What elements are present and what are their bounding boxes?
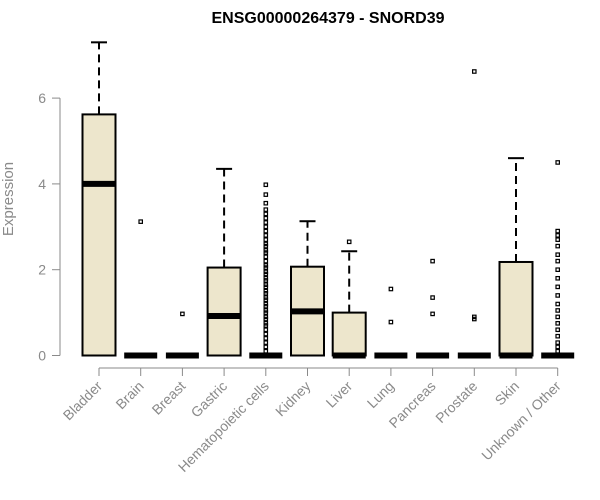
outlier-point: [555, 237, 561, 242]
outlier-point: [555, 258, 561, 264]
outlier-point: [263, 192, 269, 197]
outlier-point: [263, 207, 269, 212]
outlier-point: [263, 327, 269, 333]
outlier-point: [430, 295, 435, 300]
box-liver: [331, 239, 367, 359]
outlier-point: [346, 239, 352, 245]
outlier-point: [138, 219, 144, 224]
box-brain: [124, 219, 158, 359]
outlier-point: [263, 321, 269, 326]
outlier-point: [555, 284, 561, 290]
chart-title: ENSG00000264379 - SNORD39: [211, 10, 444, 27]
boxes: [81, 41, 575, 359]
outlier-point: [263, 215, 269, 221]
outlier-point: [263, 336, 269, 341]
outlier-point: [555, 340, 561, 345]
outlier-point: [555, 301, 561, 307]
iqr-box: [498, 260, 534, 357]
outlier-point: [263, 314, 269, 320]
outlier-point: [472, 69, 477, 74]
outlier-point: [263, 248, 269, 253]
y-axis-label: Expression: [0, 162, 17, 236]
outlier-point: [555, 293, 561, 298]
outlier-point: [263, 258, 269, 264]
outlier-point: [555, 308, 561, 313]
box-hematopoietic-cells: [249, 182, 283, 359]
outlier-point: [263, 237, 269, 242]
iqr-box: [206, 266, 242, 357]
box-bladder: [81, 41, 117, 357]
outlier-point: [430, 258, 435, 264]
outlier-point: [263, 275, 269, 281]
outlier-point: [263, 282, 269, 288]
box-pancreas: [416, 258, 450, 359]
outlier-point: [263, 233, 269, 238]
outlier-point: [263, 344, 269, 350]
outlier-point: [263, 228, 269, 234]
box-prostate: [457, 69, 491, 359]
outlier-point: [180, 311, 185, 317]
x-tick-label-unknown-other: Unknown / Other: [478, 378, 564, 464]
outlier-point: [388, 286, 394, 292]
x-tick-label-brain: Brain: [112, 378, 146, 412]
outlier-point: [263, 269, 269, 275]
outlier-point: [263, 200, 269, 206]
box-breast: [165, 311, 199, 359]
outlier-point: [555, 275, 561, 281]
outlier-point: [555, 243, 561, 249]
box-unknown-other: [541, 160, 575, 359]
outlier-point: [472, 314, 477, 320]
outlier-point: [263, 331, 269, 337]
outlier-point: [263, 220, 269, 225]
outlier-point: [263, 340, 269, 345]
outlier-point: [388, 319, 394, 325]
iqr-box: [81, 113, 117, 357]
y-tick-label: 2: [38, 262, 46, 278]
outlier-point: [263, 301, 269, 307]
x-tick-label-breast: Breast: [149, 378, 189, 418]
outlier-point: [555, 160, 561, 165]
outlier-point: [555, 314, 561, 320]
outlier-point: [430, 311, 435, 317]
outlier-point: [263, 211, 269, 217]
x-tick-label-bladder: Bladder: [60, 378, 106, 424]
x-tick-label-prostate: Prostate: [432, 378, 480, 426]
x-tick-label-lung: Lung: [364, 378, 397, 411]
outlier-point: [263, 182, 269, 188]
outlier-point: [555, 327, 561, 333]
y-tick-label: 4: [38, 176, 46, 192]
outlier-point: [263, 263, 269, 268]
outlier-point: [263, 348, 269, 354]
y-tick-label: 6: [38, 90, 46, 106]
outlier-point: [555, 321, 561, 326]
outlier-point: [263, 288, 269, 294]
outlier-point: [555, 228, 561, 234]
outlier-point: [263, 295, 269, 300]
x-tick-label-skin: Skin: [492, 378, 523, 409]
box-lung: [374, 286, 408, 359]
outlier-point: [555, 344, 561, 350]
x-tick-label-liver: Liver: [323, 378, 356, 411]
y-axis: 0 2 4 6: [38, 90, 61, 364]
x-tick-label-kidney: Kidney: [272, 378, 314, 420]
outlier-point: [263, 241, 269, 247]
outlier-point: [263, 224, 269, 230]
outlier-point: [555, 252, 561, 257]
box-skin: [498, 157, 534, 359]
box-kidney: [290, 220, 325, 357]
y-tick-label: 0: [38, 348, 46, 364]
outlier-point: [263, 308, 269, 313]
outlier-point: [555, 333, 561, 339]
iqr-box: [331, 311, 367, 357]
outlier-point: [555, 348, 561, 354]
outlier-point: [555, 233, 561, 238]
outlier-point: [555, 267, 561, 273]
box-gastric: [206, 167, 242, 357]
outlier-point: [263, 254, 269, 260]
